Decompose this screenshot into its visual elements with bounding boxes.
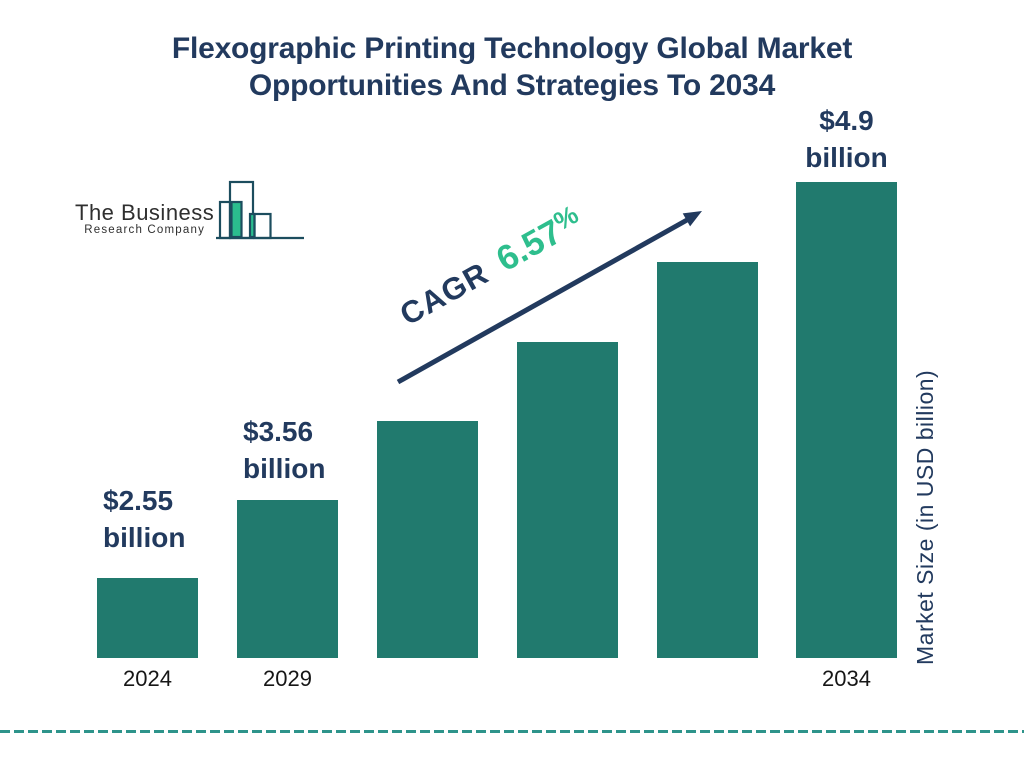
bar-step-4	[517, 342, 618, 658]
company-logo: The Business Research Company	[75, 180, 306, 242]
bar-step-3	[377, 421, 478, 658]
company-logo-text: The Business Research Company	[75, 202, 214, 237]
bar-2024	[97, 578, 198, 658]
bar-value-label-2034: $4.9 billion	[805, 105, 888, 173]
bar-chart-logo-icon	[216, 180, 305, 240]
bar-value-label-2024: $2.55 billion	[103, 485, 186, 553]
bar-value-label-2029: $3.56 billion	[243, 416, 326, 484]
y-axis-label: Market Size (in USD billion)	[912, 369, 938, 665]
bar-step-5	[657, 262, 758, 658]
logo-name-line1: The Business	[75, 200, 215, 225]
bottom-dashed-separator	[0, 730, 1024, 733]
x-axis-tick-2024: 2024	[123, 666, 172, 691]
bar-2029	[237, 500, 338, 658]
logo-name-line2: Research Company	[84, 224, 206, 236]
cagr-growth-arrow	[396, 211, 702, 385]
chart-title: Flexographic Printing Technology Global …	[171, 32, 853, 102]
x-axis-tick-2034: 2034	[822, 666, 871, 691]
bar-2034	[796, 182, 897, 658]
x-axis-tick-2029: 2029	[263, 666, 312, 691]
